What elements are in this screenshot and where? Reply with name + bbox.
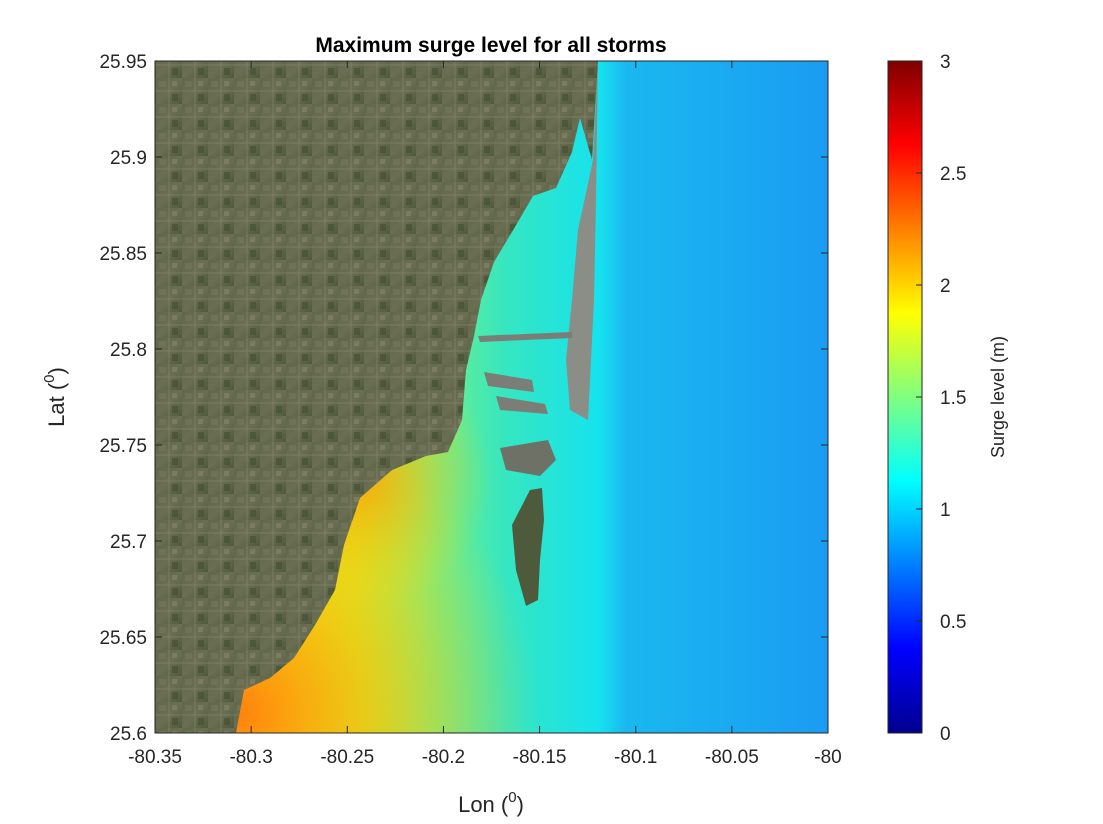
x-tick-label: -80.1 [614, 747, 657, 768]
x-axis-label: Lon (0) [458, 789, 524, 817]
y-tick-label: 25.6 [110, 724, 147, 745]
x-axis-label-text: Lon ( [458, 792, 509, 817]
y-axis-label-end: ) [44, 367, 69, 374]
key-island [512, 488, 544, 606]
x-tick-label: -80.25 [320, 747, 374, 768]
y-tick-label: 25.75 [99, 436, 147, 457]
x-axis-label-sup: 0 [508, 789, 516, 806]
chart-title: Maximum surge level for all storms [315, 34, 666, 57]
y-tick-label: 25.65 [99, 628, 147, 649]
x-tick-label: -80 [814, 747, 841, 768]
plot-frame [154, 60, 829, 734]
colorbar-tick-label: 2.5 [940, 164, 966, 185]
y-tick-label: 25.85 [99, 244, 147, 265]
y-tick-label: 25.7 [110, 532, 147, 553]
port-island [500, 440, 556, 476]
x-axis-label-end: ) [517, 792, 524, 817]
y-axis-label-text: Lat ( [44, 382, 69, 427]
map-area [155, 61, 828, 733]
colorbar-tick-label: 1.5 [940, 388, 966, 409]
y-tick-label: 25.95 [99, 52, 147, 73]
colorbar-label: Surge level (m) [988, 336, 1008, 458]
x-axis: -80.35 -80.3 -80.25 -80.2 -80.15 -80.1 -80.05 -… [128, 61, 842, 768]
colorbar-tick-label: 3 [940, 52, 951, 73]
x-tick-label: -80.35 [128, 747, 182, 768]
x-tick-label: -80.3 [229, 747, 272, 768]
colorbar-ticks: 0 0.5 1 1.5 2 2.5 3 [916, 52, 966, 745]
x-tick-label: -80.2 [422, 747, 465, 768]
colorbar-tick-label: 0 [940, 724, 951, 745]
x-tick-label: -80.15 [513, 747, 567, 768]
mainland [155, 61, 598, 733]
y-axis-label-sup: 0 [41, 374, 58, 382]
y-axis-label: Lat (0) [41, 367, 69, 427]
barrier-island [566, 61, 598, 420]
y-tick-label: 25.9 [110, 148, 147, 169]
colorbar-tick-label: 2 [940, 276, 951, 297]
causeway-islands [478, 332, 572, 414]
colorbar-tick-label: 1 [940, 500, 951, 521]
y-tick-label: 25.8 [110, 340, 147, 361]
colorbar-tick-label: 0.5 [940, 612, 966, 633]
x-tick-label: -80.05 [705, 747, 759, 768]
y-axis: 25.6 25.65 25.7 25.75 25.8 25.85 25.9 25.95 [99, 52, 828, 745]
